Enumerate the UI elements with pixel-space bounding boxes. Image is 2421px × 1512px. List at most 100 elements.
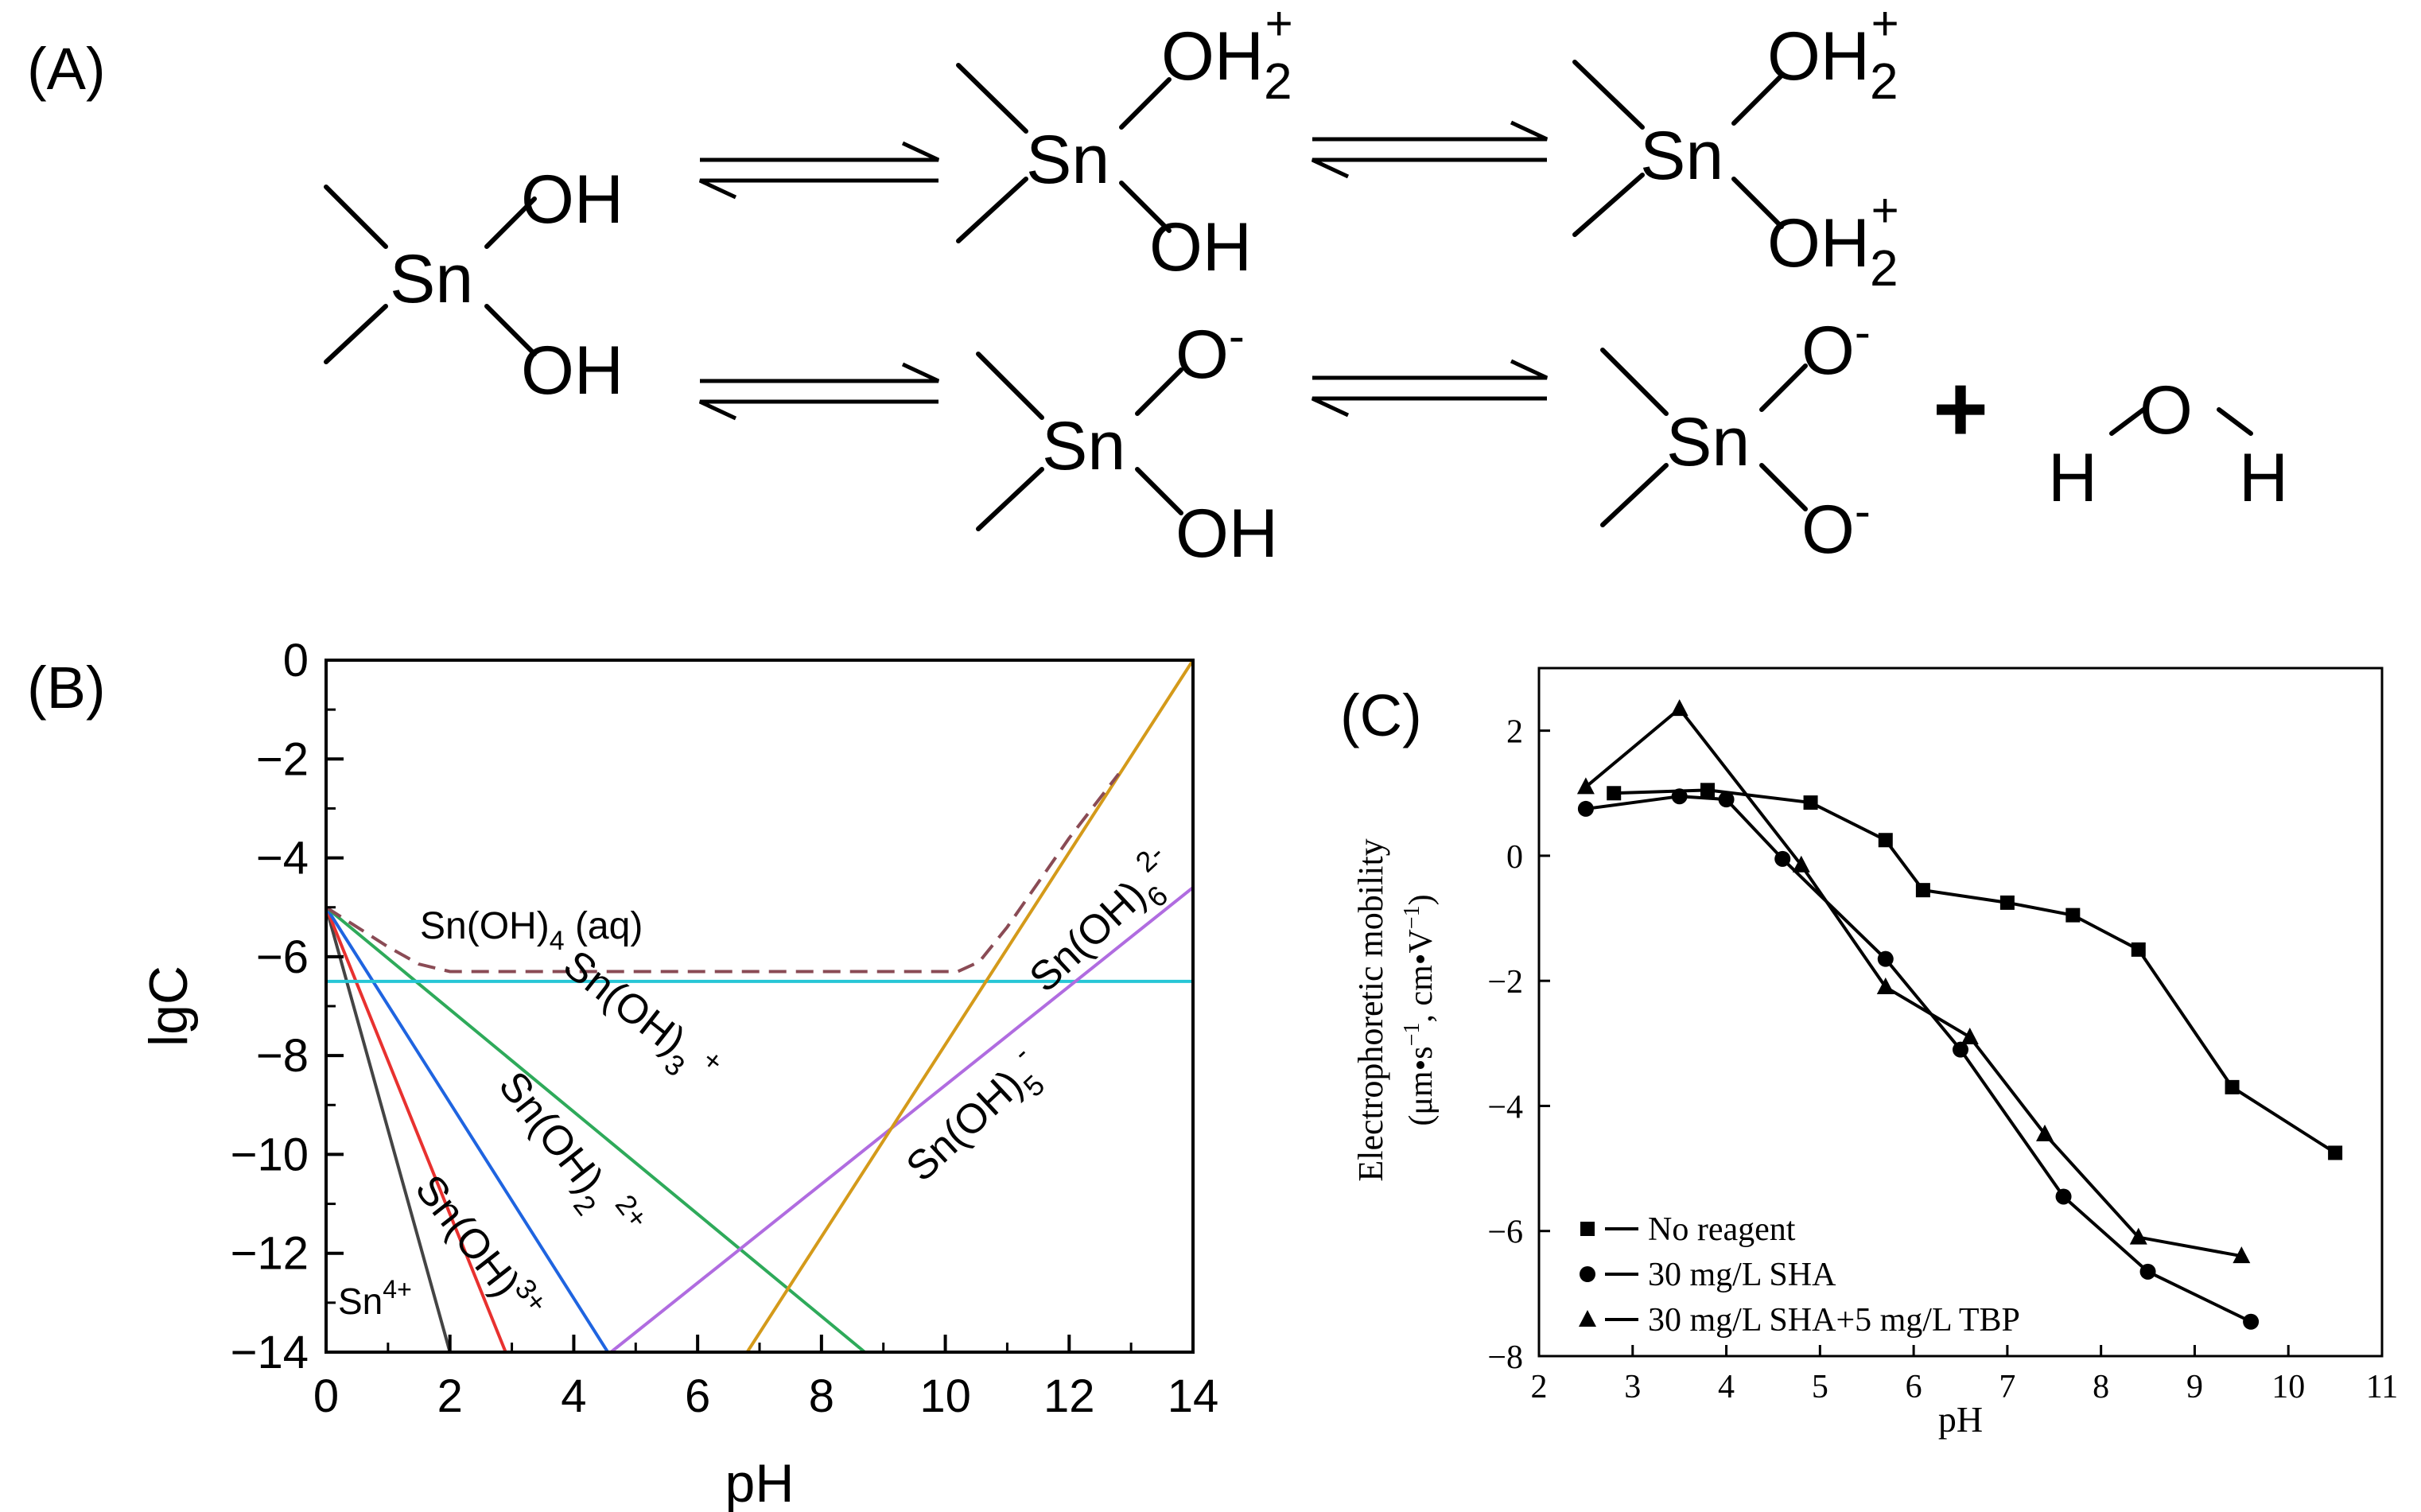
series-line-sn-oh-2-2- xyxy=(326,906,609,1352)
data-point-circle xyxy=(1577,800,1594,817)
y-tick-label: −14 xyxy=(231,1327,309,1378)
x-tick-label: 8 xyxy=(809,1370,834,1422)
x-tick-label: 6 xyxy=(685,1370,710,1422)
series-line-sn-oh-5- xyxy=(609,886,1193,1352)
data-point-square xyxy=(2065,908,2081,923)
oh-group: OH xyxy=(521,332,624,409)
oh-group: OH xyxy=(1176,496,1278,572)
series-line-circle xyxy=(1585,795,2252,1323)
legend-entry: 30 mg/L SHA+5 mg/L TBP xyxy=(1648,1302,2020,1339)
series-line-sn-oh-6-2- xyxy=(745,660,1193,1352)
y-tick-label: −4 xyxy=(1487,1089,1523,1125)
water-oxygen: O xyxy=(2139,372,2193,449)
oh-group: OH xyxy=(521,161,624,238)
sn-oh2-label: Sn(OH)2 2+ xyxy=(481,1058,655,1255)
data-point-circle xyxy=(1774,850,1791,867)
y-tick-label: −12 xyxy=(231,1228,309,1280)
data-point-circle xyxy=(1718,791,1735,808)
o-minus-group: O- xyxy=(1801,484,1871,568)
legend-marker-triangle xyxy=(1579,1310,1596,1327)
data-point-circle xyxy=(2243,1313,2260,1330)
sn-oh6-label: Sn(OH)62- xyxy=(1015,838,1193,1009)
x-tick-label: 4 xyxy=(561,1370,586,1422)
panel-b-label: (B) xyxy=(27,655,106,721)
sn-atom: Sn xyxy=(1666,404,1750,480)
y-tick-label: 0 xyxy=(1506,839,1523,876)
panel-a-label: (A) xyxy=(27,36,106,102)
series-line-sn-oh-3- xyxy=(326,906,866,1352)
x-tick-label: 9 xyxy=(2186,1369,2203,1405)
x-tick-label: 3 xyxy=(1624,1369,1641,1405)
sn-oh3-label: Sn(OH)3+ xyxy=(406,1162,555,1331)
x-axis-label: pH xyxy=(1938,1399,1983,1440)
x-tick-label: 11 xyxy=(2366,1369,2398,1405)
y-tick-label: −8 xyxy=(1487,1339,1523,1376)
data-point-square xyxy=(1999,895,2015,910)
x-tick-label: 10 xyxy=(919,1370,971,1422)
y-axis-label: lgC xyxy=(138,966,199,1047)
series-line-total xyxy=(326,772,1121,974)
sn-atom: Sn xyxy=(1640,118,1723,194)
sn-oh4-label: Sn(OH)4 (aq) xyxy=(420,905,643,956)
x-tick-label: 7 xyxy=(1999,1369,2015,1405)
data-point-triangle xyxy=(1670,699,1688,717)
x-tick-label: 12 xyxy=(1043,1370,1095,1422)
x-tick-label: 14 xyxy=(1168,1370,1219,1422)
x-tick-label: 0 xyxy=(313,1370,339,1422)
sn-atom: Sn xyxy=(1042,408,1125,484)
plot-frame xyxy=(1537,667,2384,1358)
y-tick-label: −6 xyxy=(256,931,309,983)
series-line-sn-oh-3- xyxy=(326,906,507,1352)
oh2-group: OH2+ xyxy=(1767,0,1899,110)
data-point-triangle xyxy=(2036,1124,2054,1141)
y-tick-label: 2 xyxy=(1506,714,1523,751)
legend-marker-circle xyxy=(1580,1266,1595,1282)
panel-c-label: (C) xyxy=(1340,682,1422,748)
x-tick-label: 2 xyxy=(1531,1369,1548,1405)
o-minus-group: O- xyxy=(1176,309,1245,393)
x-tick-label: 2 xyxy=(437,1370,463,1422)
y-tick-label: −4 xyxy=(256,833,309,884)
data-point-circle xyxy=(2139,1263,2156,1280)
y-tick-label: −10 xyxy=(231,1129,309,1180)
reaction-scheme: (A) Sn OH OH Sn OH2+ OH Sn OH2 xyxy=(27,0,2288,572)
plus-sign: + xyxy=(1933,356,1988,462)
data-point-square xyxy=(1700,783,1715,798)
data-point-square xyxy=(1915,883,1930,898)
sn4-label: Sn4+ xyxy=(338,1275,412,1322)
y-tick-label: −8 xyxy=(256,1030,309,1082)
x-tick-label: 8 xyxy=(2093,1369,2109,1405)
x-tick-label: 4 xyxy=(1718,1369,1735,1405)
x-tick-label: 6 xyxy=(1906,1369,1922,1405)
data-point-triangle xyxy=(1792,855,1810,873)
x-axis-label: pH xyxy=(725,1453,795,1512)
data-point-circle xyxy=(1877,950,1894,967)
legend-marker-square xyxy=(1580,1222,1595,1236)
data-point-circle xyxy=(1953,1041,1968,1058)
series-line-square xyxy=(1614,788,2337,1155)
water-hydrogen: H xyxy=(2239,440,2288,516)
x-tick-label: 10 xyxy=(2271,1369,2305,1405)
data-point-square xyxy=(1803,795,1818,810)
y-tick-label: −6 xyxy=(1487,1215,1523,1251)
y-axis-units: (μm•s−1, cm•V−1) xyxy=(1400,894,1440,1125)
y-tick-label: −2 xyxy=(256,733,309,785)
legend-entry: 30 mg/L SHA xyxy=(1648,1257,1836,1293)
y-axis-label: Electrophoretic mobility xyxy=(1351,838,1390,1181)
data-point-triangle xyxy=(2129,1227,2147,1245)
sn-atom: Sn xyxy=(1026,122,1109,198)
data-point-triangle xyxy=(1961,1027,1979,1044)
data-point-square xyxy=(1607,786,1622,801)
data-point-circle xyxy=(1671,788,1688,805)
oh2-group: OH2+ xyxy=(1161,0,1293,110)
data-point-circle xyxy=(2055,1188,2072,1205)
data-point-triangle xyxy=(1876,978,1894,995)
plot-frame xyxy=(324,659,1195,1354)
series-line-sn4- xyxy=(326,907,452,1352)
x-tick-label: 5 xyxy=(1812,1369,1828,1405)
data-point-square xyxy=(2225,1079,2240,1094)
data-point-triangle xyxy=(2233,1246,2251,1264)
equilibrium-arrows xyxy=(698,120,1549,421)
sn-oh3-plus-label: Sn(OH)3 + xyxy=(548,939,729,1100)
oh-group: OH xyxy=(1149,209,1252,286)
